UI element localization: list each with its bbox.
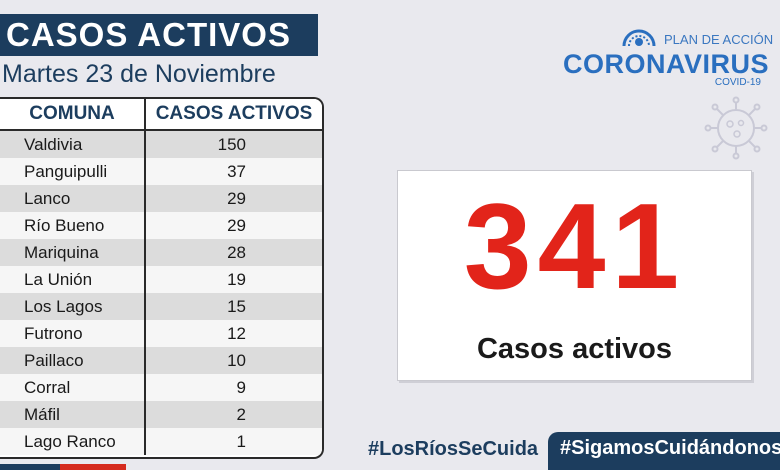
table-row: Lanco 29 — [0, 185, 322, 212]
logo-subtitle: COVID-19 — [714, 77, 761, 88]
total-cases-number: 341 — [463, 178, 686, 314]
casos-cell: 29 — [145, 212, 322, 239]
comuna-cell: Mariquina — [0, 239, 146, 266]
table-row: Valdivia 150 — [0, 130, 322, 158]
casos-cell: 150 — [145, 130, 322, 158]
comuna-cell: Panguipulli — [0, 158, 146, 185]
government-logo-icon — [620, 26, 658, 48]
flag-blue-stripe — [0, 464, 60, 470]
total-cases-card: 341 Casos activos — [397, 170, 752, 381]
casos-cell: 1 — [145, 428, 322, 455]
casos-cell: 28 — [145, 239, 322, 266]
comuna-cell: Río Bueno — [0, 212, 146, 239]
column-header-casos: CASOS ACTIVOS — [145, 99, 322, 131]
comuna-cell: Lago Ranco — [0, 428, 146, 455]
comuna-cell: La Unión — [0, 266, 146, 293]
table-row: Río Bueno 29 — [0, 212, 322, 239]
column-header-comuna: COMUNA — [0, 99, 146, 131]
casos-cell: 9 — [145, 374, 322, 401]
casos-cell: 10 — [145, 347, 322, 374]
hashtag-los-rios: #LosRíosSeCuida — [368, 438, 539, 460]
comuna-cell: Corral — [0, 374, 146, 401]
casos-cell: 2 — [145, 401, 322, 428]
comuna-cell: Valdivia — [0, 130, 146, 158]
table-row: La Unión 19 — [0, 266, 322, 293]
table-row: Panguipulli 37 — [0, 158, 322, 185]
table-row: Paillaco 10 — [0, 347, 322, 374]
hashtag-sigamos: #SigamosCuidándonos — [548, 432, 780, 470]
comuna-cell: Futrono — [0, 320, 146, 347]
comuna-cell: Máfil — [0, 401, 146, 428]
plan-label: PLAN DE ACCIÓN — [664, 32, 774, 47]
total-cases-label: Casos activos — [476, 333, 673, 365]
casos-cell: 29 — [145, 185, 322, 212]
virus-icon — [704, 96, 768, 160]
logo-title: CORONAVIRUS — [563, 49, 770, 79]
casos-cell: 37 — [145, 158, 322, 185]
table-row: Máfil 2 — [0, 401, 322, 428]
casos-cell: 12 — [145, 320, 322, 347]
comuna-cell: Lanco — [0, 185, 146, 212]
table-row: Lago Ranco 1 — [0, 428, 322, 455]
comuna-cell: Paillaco — [0, 347, 146, 374]
comuna-cell: Los Lagos — [0, 293, 146, 320]
cases-table: COMUNA CASOS ACTIVOS Valdivia 150 Panguip… — [0, 97, 324, 459]
flag-red-stripe — [60, 464, 126, 470]
flag-stripe — [0, 464, 126, 470]
page-title: CASOS ACTIVOS — [0, 14, 318, 56]
table-row: Futrono 12 — [0, 320, 322, 347]
table-row: Corral 9 — [0, 374, 322, 401]
date-subtitle: Martes 23 de Noviembre — [2, 60, 276, 88]
table-header-row: COMUNA CASOS ACTIVOS — [0, 99, 322, 131]
casos-cell: 15 — [145, 293, 322, 320]
casos-cell: 19 — [145, 266, 322, 293]
table-row: Mariquina 28 — [0, 239, 322, 266]
table-row: Los Lagos 15 — [0, 293, 322, 320]
coronavirus-plan-logo: PLAN DE ACCIÓN CORONAVIRUS COVID-19 — [560, 24, 773, 92]
